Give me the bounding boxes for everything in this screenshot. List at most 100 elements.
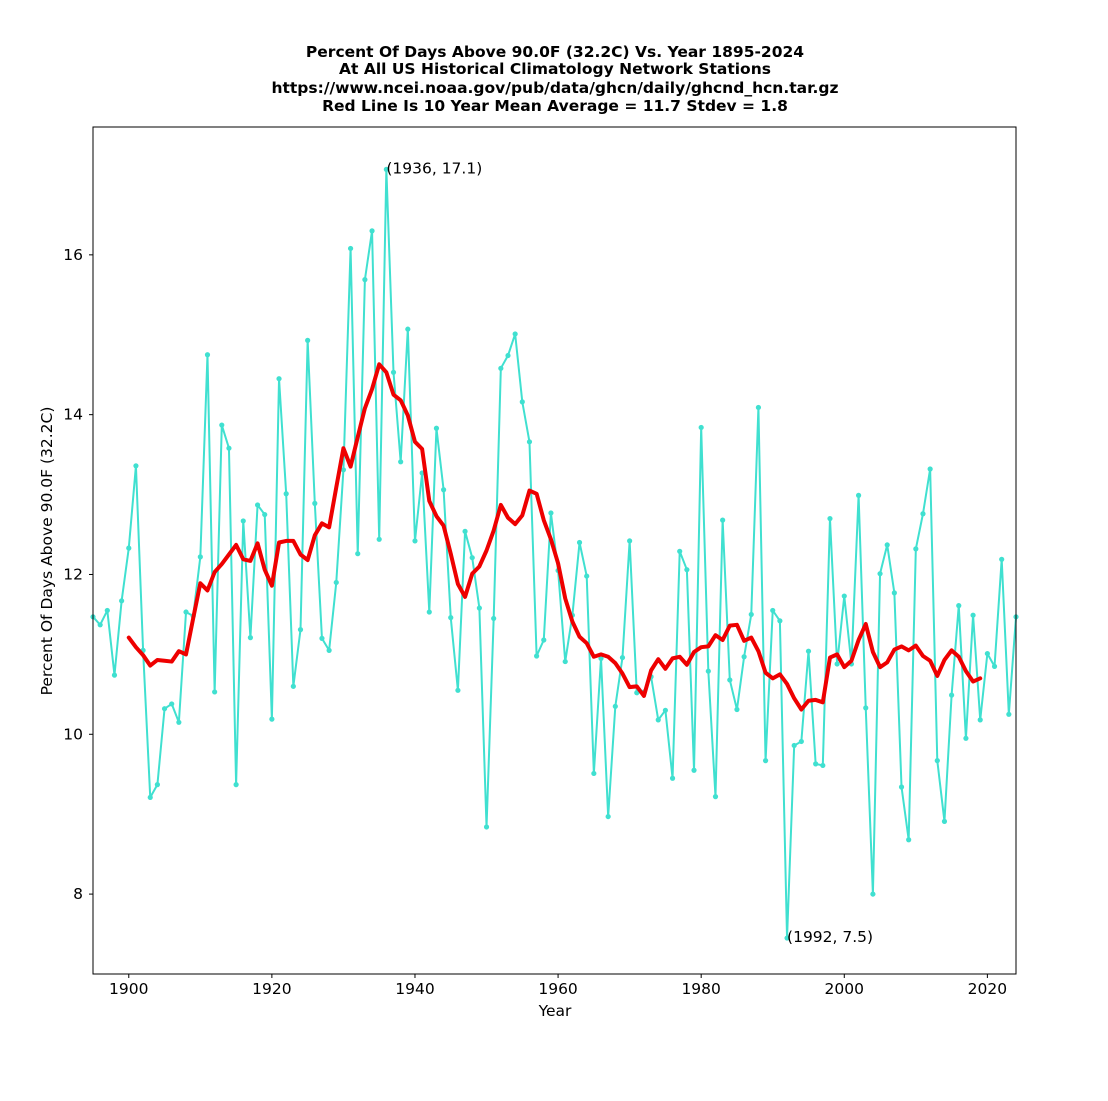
annual-data-point xyxy=(813,761,819,767)
annual-data-point xyxy=(469,555,475,561)
annual-data-point xyxy=(619,654,626,661)
annual-data-point xyxy=(355,551,361,557)
annual-data-point xyxy=(870,891,876,897)
annual-data-point xyxy=(441,487,447,493)
annual-data-point xyxy=(877,571,883,577)
annual-data-point xyxy=(526,439,533,445)
annual-data-point xyxy=(920,511,926,517)
y-axis-label: Percent Of Days Above 90.0F (32.2C) xyxy=(38,407,56,696)
title-line-4: Red Line Is 10 Year Mean Average = 11.7 … xyxy=(322,97,788,115)
annual-data-point xyxy=(906,837,912,843)
annual-data-point xyxy=(505,352,511,359)
annual-data-point xyxy=(963,735,969,741)
annual-data-point xyxy=(319,635,325,642)
annual-data-point xyxy=(576,539,583,546)
annual-data-point xyxy=(798,738,804,745)
y-tick-label: 14 xyxy=(63,406,83,424)
annual-data-point xyxy=(977,717,983,723)
x-tick-label: 1980 xyxy=(681,980,720,998)
x-tick-label: 1900 xyxy=(109,980,148,998)
annual-data-point xyxy=(333,579,339,586)
annual-data-point xyxy=(254,502,261,508)
annual-data-point xyxy=(455,687,461,693)
y-tick-label: 12 xyxy=(63,565,83,583)
annual-data-point xyxy=(720,517,726,523)
annual-data-point xyxy=(762,758,769,764)
annual-data-point xyxy=(598,655,604,661)
annual-data-point xyxy=(884,542,890,548)
annual-data-point xyxy=(297,627,304,633)
y-tick-label: 10 xyxy=(63,725,83,743)
annual-data-point xyxy=(219,422,225,428)
annual-data-point xyxy=(376,536,382,542)
annual-data-point xyxy=(956,603,962,609)
axis-ticks: 1900 1920 1940 1960 1980 2000 2020 8 10 12 14 16 xyxy=(63,246,1007,998)
annual-data-point xyxy=(612,703,618,709)
x-tick-label: 1940 xyxy=(395,980,434,998)
annual-data-point xyxy=(548,510,554,516)
y-tick-label: 8 xyxy=(73,885,83,903)
annual-data-point xyxy=(240,518,246,524)
annual-data-point xyxy=(591,770,597,777)
annual-data-point xyxy=(483,824,490,830)
chart-title: Percent Of Days Above 90.0F (32.2C) Vs. … xyxy=(271,43,838,115)
annual-data-point xyxy=(519,399,525,405)
annual-data-point xyxy=(412,538,418,544)
annual-data-point xyxy=(347,245,354,252)
annual-data-point xyxy=(584,573,590,579)
annual-data-point xyxy=(276,376,282,382)
annual-data-point xyxy=(262,511,268,518)
annual-data-point xyxy=(147,794,153,801)
annual-data-point xyxy=(119,598,125,604)
x-axis-label: Year xyxy=(538,1002,572,1020)
annual-series-line xyxy=(92,168,1017,940)
ten-year-mean-line xyxy=(126,362,983,712)
annual-data-point xyxy=(562,658,568,665)
annotations: (1936, 17.1) (1992, 7.5) xyxy=(386,159,873,946)
annual-data-point xyxy=(233,782,239,788)
plot-frame xyxy=(92,126,1017,975)
annual-data-point xyxy=(161,706,168,712)
series-layer xyxy=(90,166,1019,941)
annual-data-point xyxy=(169,701,175,707)
annotation-label: (1936, 17.1) xyxy=(386,159,482,177)
annual-data-point xyxy=(827,515,833,522)
annual-data-point xyxy=(512,331,518,337)
annual-data-point xyxy=(426,609,432,615)
y-tick-label: 16 xyxy=(63,246,83,264)
annual-data-point xyxy=(677,548,683,554)
annual-data-point xyxy=(734,706,740,713)
annual-data-point xyxy=(627,538,633,544)
annual-data-point xyxy=(1006,711,1012,717)
annual-data-point xyxy=(269,716,275,722)
annual-data-point xyxy=(212,689,218,695)
annual-data-point xyxy=(698,424,704,431)
annual-data-point xyxy=(362,277,368,283)
annual-data-point xyxy=(398,459,404,465)
annual-data-point xyxy=(855,492,862,498)
annual-data-point xyxy=(727,677,733,683)
title-line-2: At All US Historical Climatology Network… xyxy=(339,60,771,78)
annual-data-point xyxy=(970,612,976,618)
annual-data-point xyxy=(476,605,482,611)
annual-data-point xyxy=(755,404,762,411)
annual-data-point xyxy=(741,654,747,660)
annual-data-point xyxy=(748,611,754,618)
annual-data-point xyxy=(784,935,790,941)
annual-data-point xyxy=(126,545,132,551)
annual-data-point xyxy=(991,663,998,669)
annual-data-point xyxy=(448,615,454,621)
x-tick-label: 2000 xyxy=(825,980,864,998)
annual-data-point xyxy=(913,546,919,552)
annual-data-point xyxy=(197,554,203,560)
annual-data-point xyxy=(891,590,897,596)
annual-data-point xyxy=(405,326,411,332)
annual-data-point xyxy=(984,650,990,657)
annual-data-point xyxy=(841,593,847,599)
annual-data-point xyxy=(326,647,332,653)
annual-data-point xyxy=(369,228,375,234)
annual-data-point xyxy=(669,775,676,781)
annual-data-point xyxy=(934,758,940,764)
annual-data-point xyxy=(247,635,254,641)
